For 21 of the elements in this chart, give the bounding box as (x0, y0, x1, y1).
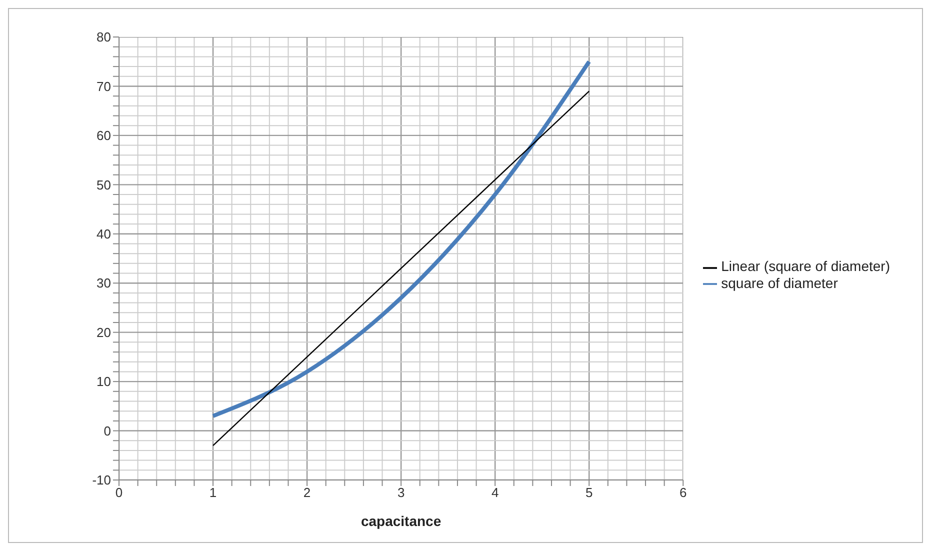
y-tick-label: 60 (96, 128, 111, 144)
y-tick-label: 0 (104, 423, 111, 438)
y-tick-label: -10 (92, 472, 111, 488)
y-tick-label: 30 (96, 276, 111, 291)
x-tick-label: 5 (585, 485, 593, 500)
x-tick-label: 3 (397, 485, 405, 500)
y-tick-label: 40 (96, 226, 111, 242)
y-tick-label: 10 (96, 374, 111, 390)
y-tick-label: 70 (96, 78, 111, 94)
y-tick-label: 80 (96, 30, 111, 45)
x-tick-label: 0 (115, 485, 123, 500)
y-tick-label: 20 (96, 324, 111, 340)
x-axis-title: capacitance (360, 513, 442, 529)
line-series (211, 60, 592, 418)
y-tick-label: 50 (96, 177, 111, 192)
legend-label: square of diameter (721, 274, 838, 290)
x-tick-label: 2 (303, 485, 311, 500)
legend-label: Linear (square of diameter) (721, 258, 890, 274)
x-tick-label: 1 (209, 485, 217, 500)
x-tick-label: 4 (491, 485, 499, 500)
x-tick-label: 6 (680, 485, 687, 500)
